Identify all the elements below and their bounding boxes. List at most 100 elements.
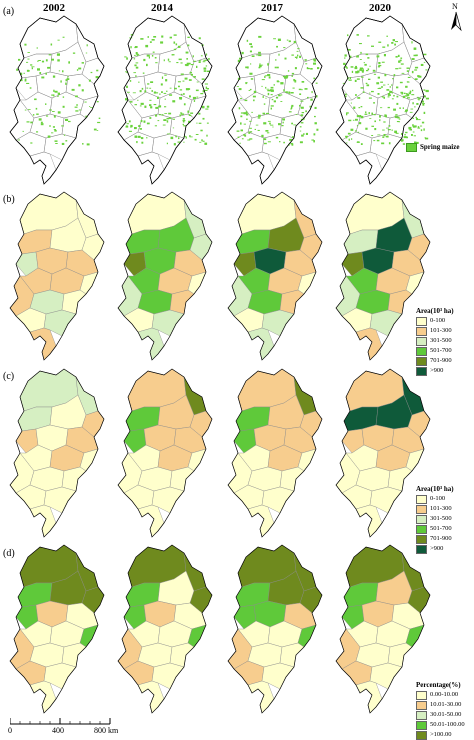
maize-patch xyxy=(127,91,130,93)
maize-patch xyxy=(175,135,177,138)
maize-patch xyxy=(248,90,251,91)
maize-patch xyxy=(206,134,208,137)
maize-patch xyxy=(249,120,252,122)
maize-patch xyxy=(136,54,140,56)
maize-patch xyxy=(67,76,69,78)
maize-patch xyxy=(396,102,399,105)
maize-patch xyxy=(349,77,351,79)
maize-patch xyxy=(254,128,256,130)
panel-label-b: (b) xyxy=(3,194,15,205)
maize-patch xyxy=(196,65,198,68)
maize-patch xyxy=(412,117,414,119)
maize-patch xyxy=(124,56,127,58)
maize-patch xyxy=(204,89,208,91)
maize-patch xyxy=(412,102,414,105)
maize-patch xyxy=(302,118,305,120)
maize-patch xyxy=(138,81,140,83)
maize-patch xyxy=(161,76,164,79)
maize-patch xyxy=(178,58,182,61)
maize-patch xyxy=(292,87,295,89)
maize-patch xyxy=(345,96,347,98)
legend-c-swatch-4 xyxy=(416,534,427,544)
maize-patch xyxy=(291,143,294,146)
maize-patch xyxy=(153,36,157,38)
maize-patch xyxy=(364,63,367,66)
maize-patch xyxy=(376,139,380,142)
maize-patch xyxy=(239,142,241,144)
maize-patch xyxy=(161,114,164,116)
maize-patch xyxy=(65,118,69,121)
maize-patch xyxy=(358,115,361,117)
maize-patch xyxy=(186,58,188,60)
maize-patch xyxy=(278,94,281,97)
maize-patch xyxy=(346,112,349,114)
maize-patch xyxy=(311,139,314,141)
maize-patch xyxy=(141,87,144,90)
maize-patch xyxy=(188,114,191,115)
maize-patch xyxy=(244,99,248,102)
maize-patch xyxy=(293,40,296,44)
maize-patch xyxy=(313,140,315,143)
maize-patch xyxy=(250,63,252,65)
panel-label-c: (c) xyxy=(3,371,15,382)
maize-patch xyxy=(278,53,280,56)
maize-patch xyxy=(163,59,165,62)
maize-patch xyxy=(179,114,181,117)
maize-patch xyxy=(377,76,380,79)
maize-patch xyxy=(182,120,186,122)
maize-patch xyxy=(255,124,259,126)
map-region xyxy=(169,289,195,315)
maize-patch xyxy=(300,122,304,124)
maize-patch xyxy=(400,139,404,142)
maize-patch xyxy=(360,143,363,145)
maize-patch xyxy=(311,91,313,94)
maize-patch xyxy=(238,107,241,110)
maize-patch xyxy=(134,135,138,138)
maize-patch xyxy=(245,111,248,114)
maize-patch xyxy=(301,89,303,91)
maize-patch xyxy=(177,81,181,83)
maize-patch xyxy=(200,55,203,57)
maize-patch xyxy=(365,82,368,84)
maize-patch xyxy=(186,62,190,65)
maize-patch xyxy=(136,141,138,144)
maize-patch xyxy=(246,118,248,120)
maize-patch xyxy=(196,96,199,98)
maize-patch xyxy=(259,63,261,66)
legend-c-swatch-2 xyxy=(416,514,427,524)
maize-patch xyxy=(133,58,136,60)
maize-patch xyxy=(192,55,194,58)
maize-patch xyxy=(177,141,181,143)
maize-patch xyxy=(387,129,391,131)
maize-patch xyxy=(345,135,348,138)
maize-patch xyxy=(188,79,192,81)
legend-b-swatch-2 xyxy=(416,336,427,346)
panel-label-a: (a) xyxy=(3,6,15,17)
maize-patch xyxy=(187,36,190,38)
maize-patch xyxy=(149,99,152,101)
legend-d-label-4: >100.00 xyxy=(430,731,452,738)
maize-patch xyxy=(383,96,385,99)
maize-patch xyxy=(169,94,173,96)
maize-patch xyxy=(27,52,30,53)
maize-patch xyxy=(150,106,153,109)
legend-percentage-d: Percentage(%) 0.00-10.00 10.01-30.00 30.… xyxy=(416,680,465,740)
map-c-3 xyxy=(227,368,323,538)
maize-patch xyxy=(343,62,346,65)
maize-patch xyxy=(313,58,316,61)
maize-patch xyxy=(261,79,265,81)
maize-patch xyxy=(389,86,391,88)
maize-patch xyxy=(55,143,58,144)
maize-patch xyxy=(126,57,128,60)
maize-patch xyxy=(236,130,240,132)
maize-patch xyxy=(423,95,426,98)
map-region xyxy=(61,642,87,668)
maize-patch xyxy=(358,107,361,109)
maize-patch xyxy=(367,57,370,59)
maize-patch xyxy=(251,55,255,57)
maize-patch xyxy=(34,98,37,101)
maize-patch xyxy=(391,92,393,94)
maize-patch xyxy=(377,134,381,136)
maize-patch xyxy=(373,114,376,116)
maize-patch xyxy=(199,141,202,143)
